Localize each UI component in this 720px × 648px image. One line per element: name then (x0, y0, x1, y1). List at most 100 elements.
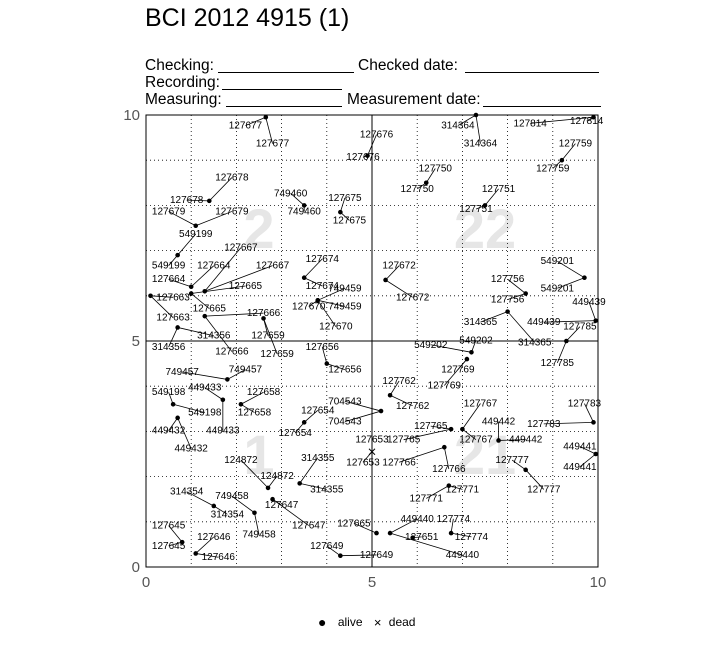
leader-line (204, 387, 224, 401)
point-label: 449440 (401, 514, 435, 525)
x-tick-label: 5 (368, 574, 376, 591)
point-alive (324, 361, 330, 366)
point-label: 127670 (319, 322, 353, 333)
point-label: 127675 (333, 215, 367, 226)
point-label: 127670 (292, 301, 326, 312)
point-label: 127658 (247, 387, 281, 398)
leader-line (557, 260, 585, 279)
point-alive (225, 377, 230, 382)
point-alive (202, 313, 208, 319)
point-label: 127664 (197, 261, 231, 272)
point-alive (446, 483, 452, 488)
point-alive (523, 291, 528, 296)
leader-line (182, 371, 228, 380)
point-label: 704543 (328, 417, 362, 428)
point-label: 127756 (491, 295, 525, 306)
quadrant-label: 2 (243, 197, 274, 260)
point-label: 314364 (464, 139, 498, 150)
leader-line (263, 318, 278, 354)
point-label: 127785 (541, 358, 575, 369)
point-label: 124872 (224, 455, 258, 466)
point-label: 127665 (193, 304, 227, 315)
point-label: 749460 (288, 206, 322, 217)
leader-line (195, 553, 219, 558)
leader-line (475, 114, 481, 144)
leader-line (150, 295, 174, 298)
point-alive (591, 420, 596, 425)
point-alive (170, 401, 176, 407)
point-label: 127774 (437, 514, 471, 525)
point-label: 127667 (256, 261, 290, 272)
point-alive (315, 298, 321, 303)
leader-line (389, 394, 413, 407)
point-label: 127665 (229, 281, 263, 292)
measuring-label: Measuring: (145, 91, 222, 108)
point-alive (496, 438, 501, 443)
point-label: 549202 (459, 335, 493, 346)
point-label: 127674 (306, 281, 340, 292)
point-label: 749459 (328, 301, 362, 312)
point-alive (188, 291, 194, 296)
point-alive (193, 223, 199, 229)
point-label: 449432 (152, 426, 186, 437)
point-label: 127769 (441, 365, 475, 376)
point-label: 314356 (197, 331, 231, 342)
point-alive (206, 198, 212, 204)
point-label: 314364 (441, 121, 475, 132)
point-alive (387, 530, 393, 536)
point-alive (261, 316, 266, 321)
leader-line (304, 277, 323, 287)
point-alive (564, 338, 569, 344)
measuring-blank (226, 106, 342, 107)
point-alive (582, 275, 587, 281)
point-alive (297, 481, 302, 486)
point-label: 127814 (514, 118, 548, 129)
legend-dead-label: dead (388, 615, 416, 629)
point-label: 449433 (188, 383, 222, 394)
point-alive (238, 401, 244, 407)
leader-line (177, 327, 214, 337)
point-label: 127679 (152, 206, 186, 217)
point-alive (448, 530, 454, 536)
leader-line (543, 320, 596, 323)
leader-line (389, 532, 463, 556)
point-label: 549202 (414, 340, 448, 351)
point-label: 127783 (568, 399, 602, 410)
point-label: 127675 (328, 193, 362, 204)
point-label: 127646 (197, 532, 231, 543)
point-label: 127766 (432, 464, 466, 475)
point-label: 749458 (242, 530, 276, 541)
measurement-date-blank (483, 106, 601, 107)
leader-line (326, 363, 346, 371)
point-label: 314355 (301, 453, 335, 464)
leader-line (340, 554, 377, 557)
leader-line (321, 346, 328, 364)
point-label: 127667 (224, 243, 258, 254)
point-alive (591, 114, 596, 120)
point-label: 127766 (382, 457, 416, 468)
x-tick-label: 0 (142, 574, 150, 591)
point-label: 127649 (360, 550, 394, 561)
point-alive (464, 356, 470, 362)
leader-line (530, 116, 594, 124)
point-label: 127771 (446, 484, 480, 495)
point-label: 127677 (256, 139, 290, 150)
leader-line (265, 117, 273, 144)
point-label: 127751 (482, 184, 516, 195)
leader-line (326, 545, 341, 557)
leader-line (190, 293, 210, 309)
leader-line (303, 258, 323, 278)
leader-line (245, 116, 266, 126)
point-alive (188, 284, 194, 290)
leader-line (426, 485, 450, 499)
point-alive (148, 293, 153, 299)
leader-line (186, 199, 210, 202)
leader-line (290, 193, 305, 206)
point-alive (301, 420, 307, 425)
point-label: 127666 (215, 347, 249, 358)
leader-line (231, 495, 255, 514)
point-alive (423, 180, 429, 186)
point-label: 127678 (170, 195, 204, 206)
point-dead (368, 448, 376, 456)
leader-line (150, 295, 174, 318)
